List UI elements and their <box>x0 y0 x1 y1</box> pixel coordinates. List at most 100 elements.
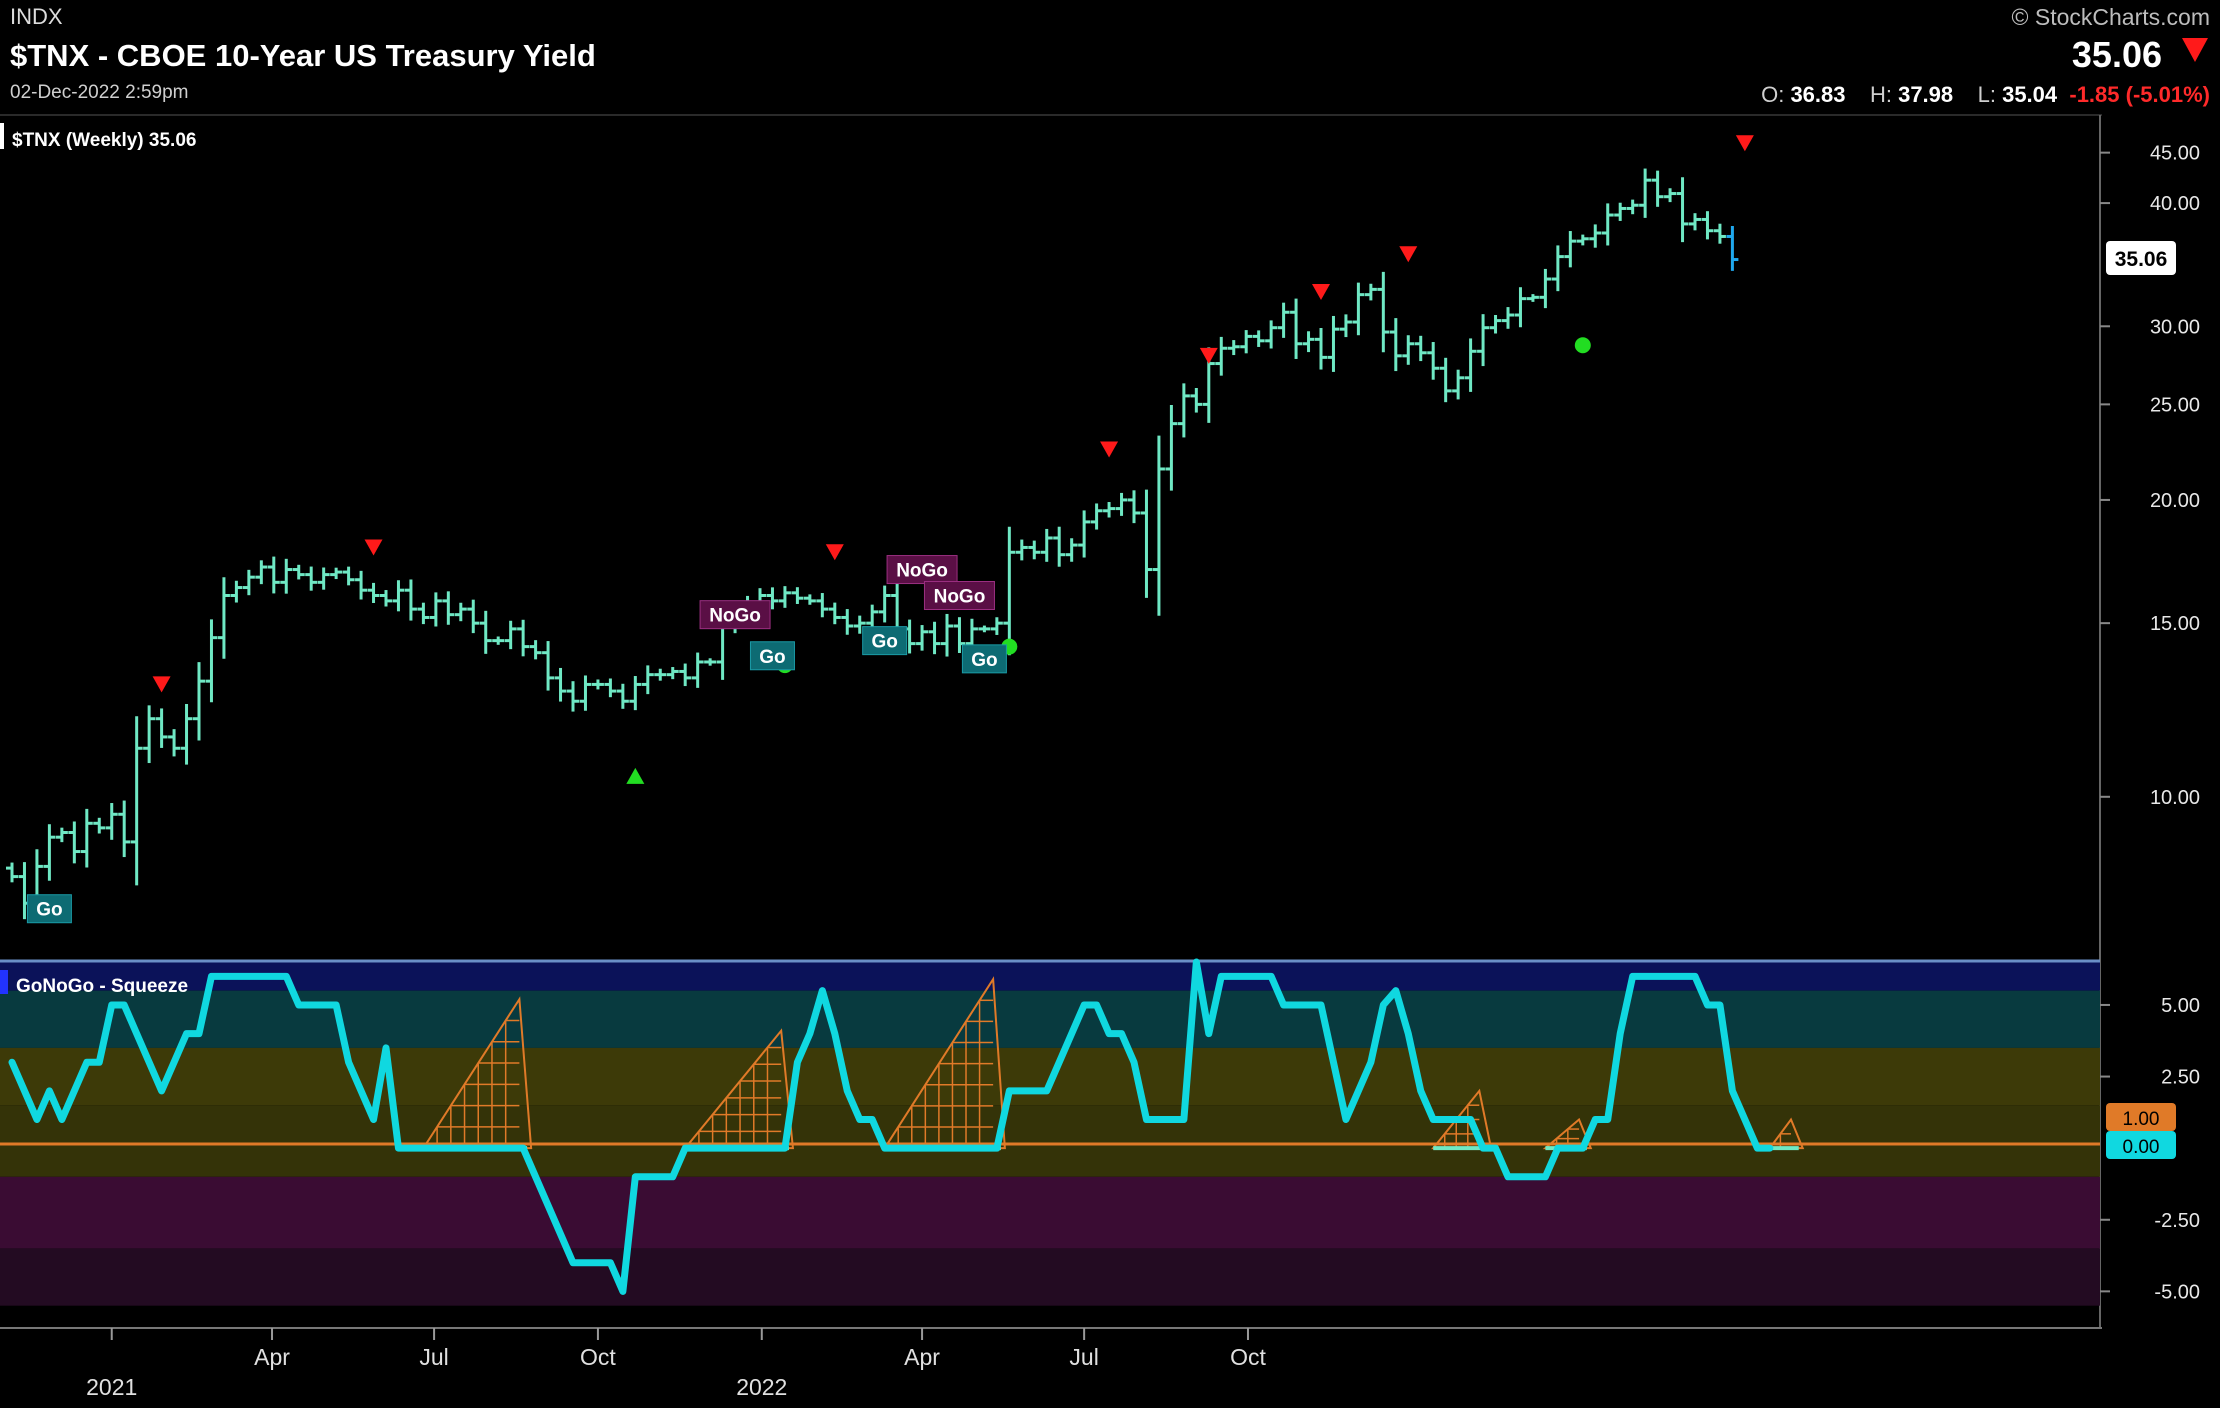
down-triangle-icon <box>152 676 171 693</box>
price-bar <box>130 716 143 886</box>
price-bar <box>105 803 118 840</box>
price-bar <box>1152 435 1165 616</box>
price-bars <box>6 168 1739 923</box>
price-bar <box>230 580 243 603</box>
price-bar <box>93 817 106 834</box>
price-bar <box>429 592 442 627</box>
label-text: NoGo <box>934 587 986 608</box>
price-bar <box>442 591 455 625</box>
price-bar <box>1040 528 1053 562</box>
price-bar <box>629 676 642 711</box>
price-bar <box>542 641 555 691</box>
price-bar <box>1190 388 1203 413</box>
price-bar <box>80 808 93 868</box>
label-text: Go <box>36 900 62 921</box>
oscillator-band <box>0 1176 2100 1249</box>
price-bar <box>1589 224 1602 248</box>
price-bar <box>267 556 280 594</box>
price-bar <box>654 668 667 681</box>
gonogo-oscillator-line <box>8 958 1774 1295</box>
price-bar <box>305 566 318 591</box>
oscillator-line <box>8 958 1774 1295</box>
price-bar <box>1439 357 1452 403</box>
price-bar <box>155 708 168 748</box>
change-value: -1.85 (-5.01%) <box>2069 82 2210 107</box>
price-bar <box>43 824 56 881</box>
price-bar <box>567 681 579 712</box>
x-month-label: Oct <box>1230 1344 1266 1370</box>
price-bar <box>841 609 854 635</box>
up-dot-icon <box>1574 337 1591 354</box>
x-month-label: Oct <box>580 1344 616 1370</box>
price-bar <box>55 827 68 843</box>
low-label: L: <box>1977 82 1996 107</box>
price-bar <box>1364 283 1377 301</box>
go-label: Go <box>749 641 795 671</box>
price-bar <box>816 593 829 618</box>
chart-date: 02-Dec-2022 2:59pm <box>10 82 189 103</box>
y-tick-label: 30.00 <box>2150 316 2200 338</box>
price-bar <box>1290 298 1303 359</box>
price-legend: $TNX (Weekly) 35.06 <box>12 130 196 151</box>
down-triangle-icon <box>364 539 383 556</box>
price-bar <box>1601 203 1614 246</box>
y-tick-label: 15.00 <box>2150 613 2200 635</box>
nogo-label: NoGo <box>886 555 958 585</box>
price-bar <box>1140 489 1153 598</box>
price-bar <box>641 665 654 695</box>
open-value: 36.83 <box>1790 82 1846 107</box>
price-bar <box>1726 226 1739 271</box>
price-bar <box>1053 526 1066 567</box>
price-bar <box>242 569 255 596</box>
price-bar <box>380 590 392 607</box>
nogo-label: NoGo <box>699 600 771 630</box>
x-month-label: Apr <box>254 1344 290 1370</box>
price-bar <box>1651 170 1664 207</box>
price-bar <box>1551 245 1564 292</box>
label-text: Go <box>871 632 897 653</box>
price-bar <box>1713 223 1726 244</box>
price-bar <box>292 564 305 580</box>
price-bar <box>941 613 953 657</box>
y-tick-label: 20.00 <box>2150 490 2200 512</box>
price-bar <box>1489 315 1502 334</box>
down-triangle-icon <box>1199 347 1218 364</box>
chart-title: $TNX - CBOE 10-Year US Treasury Yield <box>10 38 596 73</box>
price-bar <box>1090 503 1103 530</box>
price-bar <box>579 675 592 711</box>
price-bar <box>1676 177 1689 243</box>
price-bar <box>1626 199 1639 215</box>
price-bar <box>828 602 841 625</box>
exchange-label: INDX <box>10 4 63 29</box>
price-bar <box>1576 234 1589 246</box>
price-bar <box>392 580 405 612</box>
label-text: NoGo <box>896 561 948 582</box>
osc-tick-label: -5.00 <box>2154 1281 2200 1303</box>
price-markers <box>152 135 1754 784</box>
oscillator-y-ticks: 5.00 2.50 -2.50 -5.00 <box>2100 995 2200 1303</box>
price-bar <box>1427 342 1440 380</box>
x-month-label: Apr <box>904 1344 940 1370</box>
label-text: NoGo <box>709 606 761 627</box>
price-bar <box>1526 294 1539 302</box>
price-bar <box>766 587 779 610</box>
price-bar <box>1402 335 1415 365</box>
oscillator-bands <box>0 962 2100 1306</box>
price-bar <box>1065 538 1078 562</box>
price-bar <box>180 703 193 765</box>
osc-tick-label: 2.50 <box>2161 1067 2200 1089</box>
price-legend-marker <box>0 123 4 149</box>
price-bar <box>367 582 380 604</box>
copyright-label[interactable]: © StockCharts.com <box>2011 4 2210 30</box>
price-down-icon <box>2182 38 2208 62</box>
price-bar <box>317 567 330 590</box>
squeeze-tag-label: 1.00 <box>2123 1109 2160 1130</box>
price-bar <box>604 678 617 698</box>
oscillator-band <box>0 990 2100 1048</box>
price-bar <box>355 570 368 600</box>
down-triangle-icon <box>1735 135 1754 152</box>
price-bar <box>404 579 417 621</box>
price-bar <box>1639 168 1652 218</box>
price-bar <box>554 667 567 702</box>
